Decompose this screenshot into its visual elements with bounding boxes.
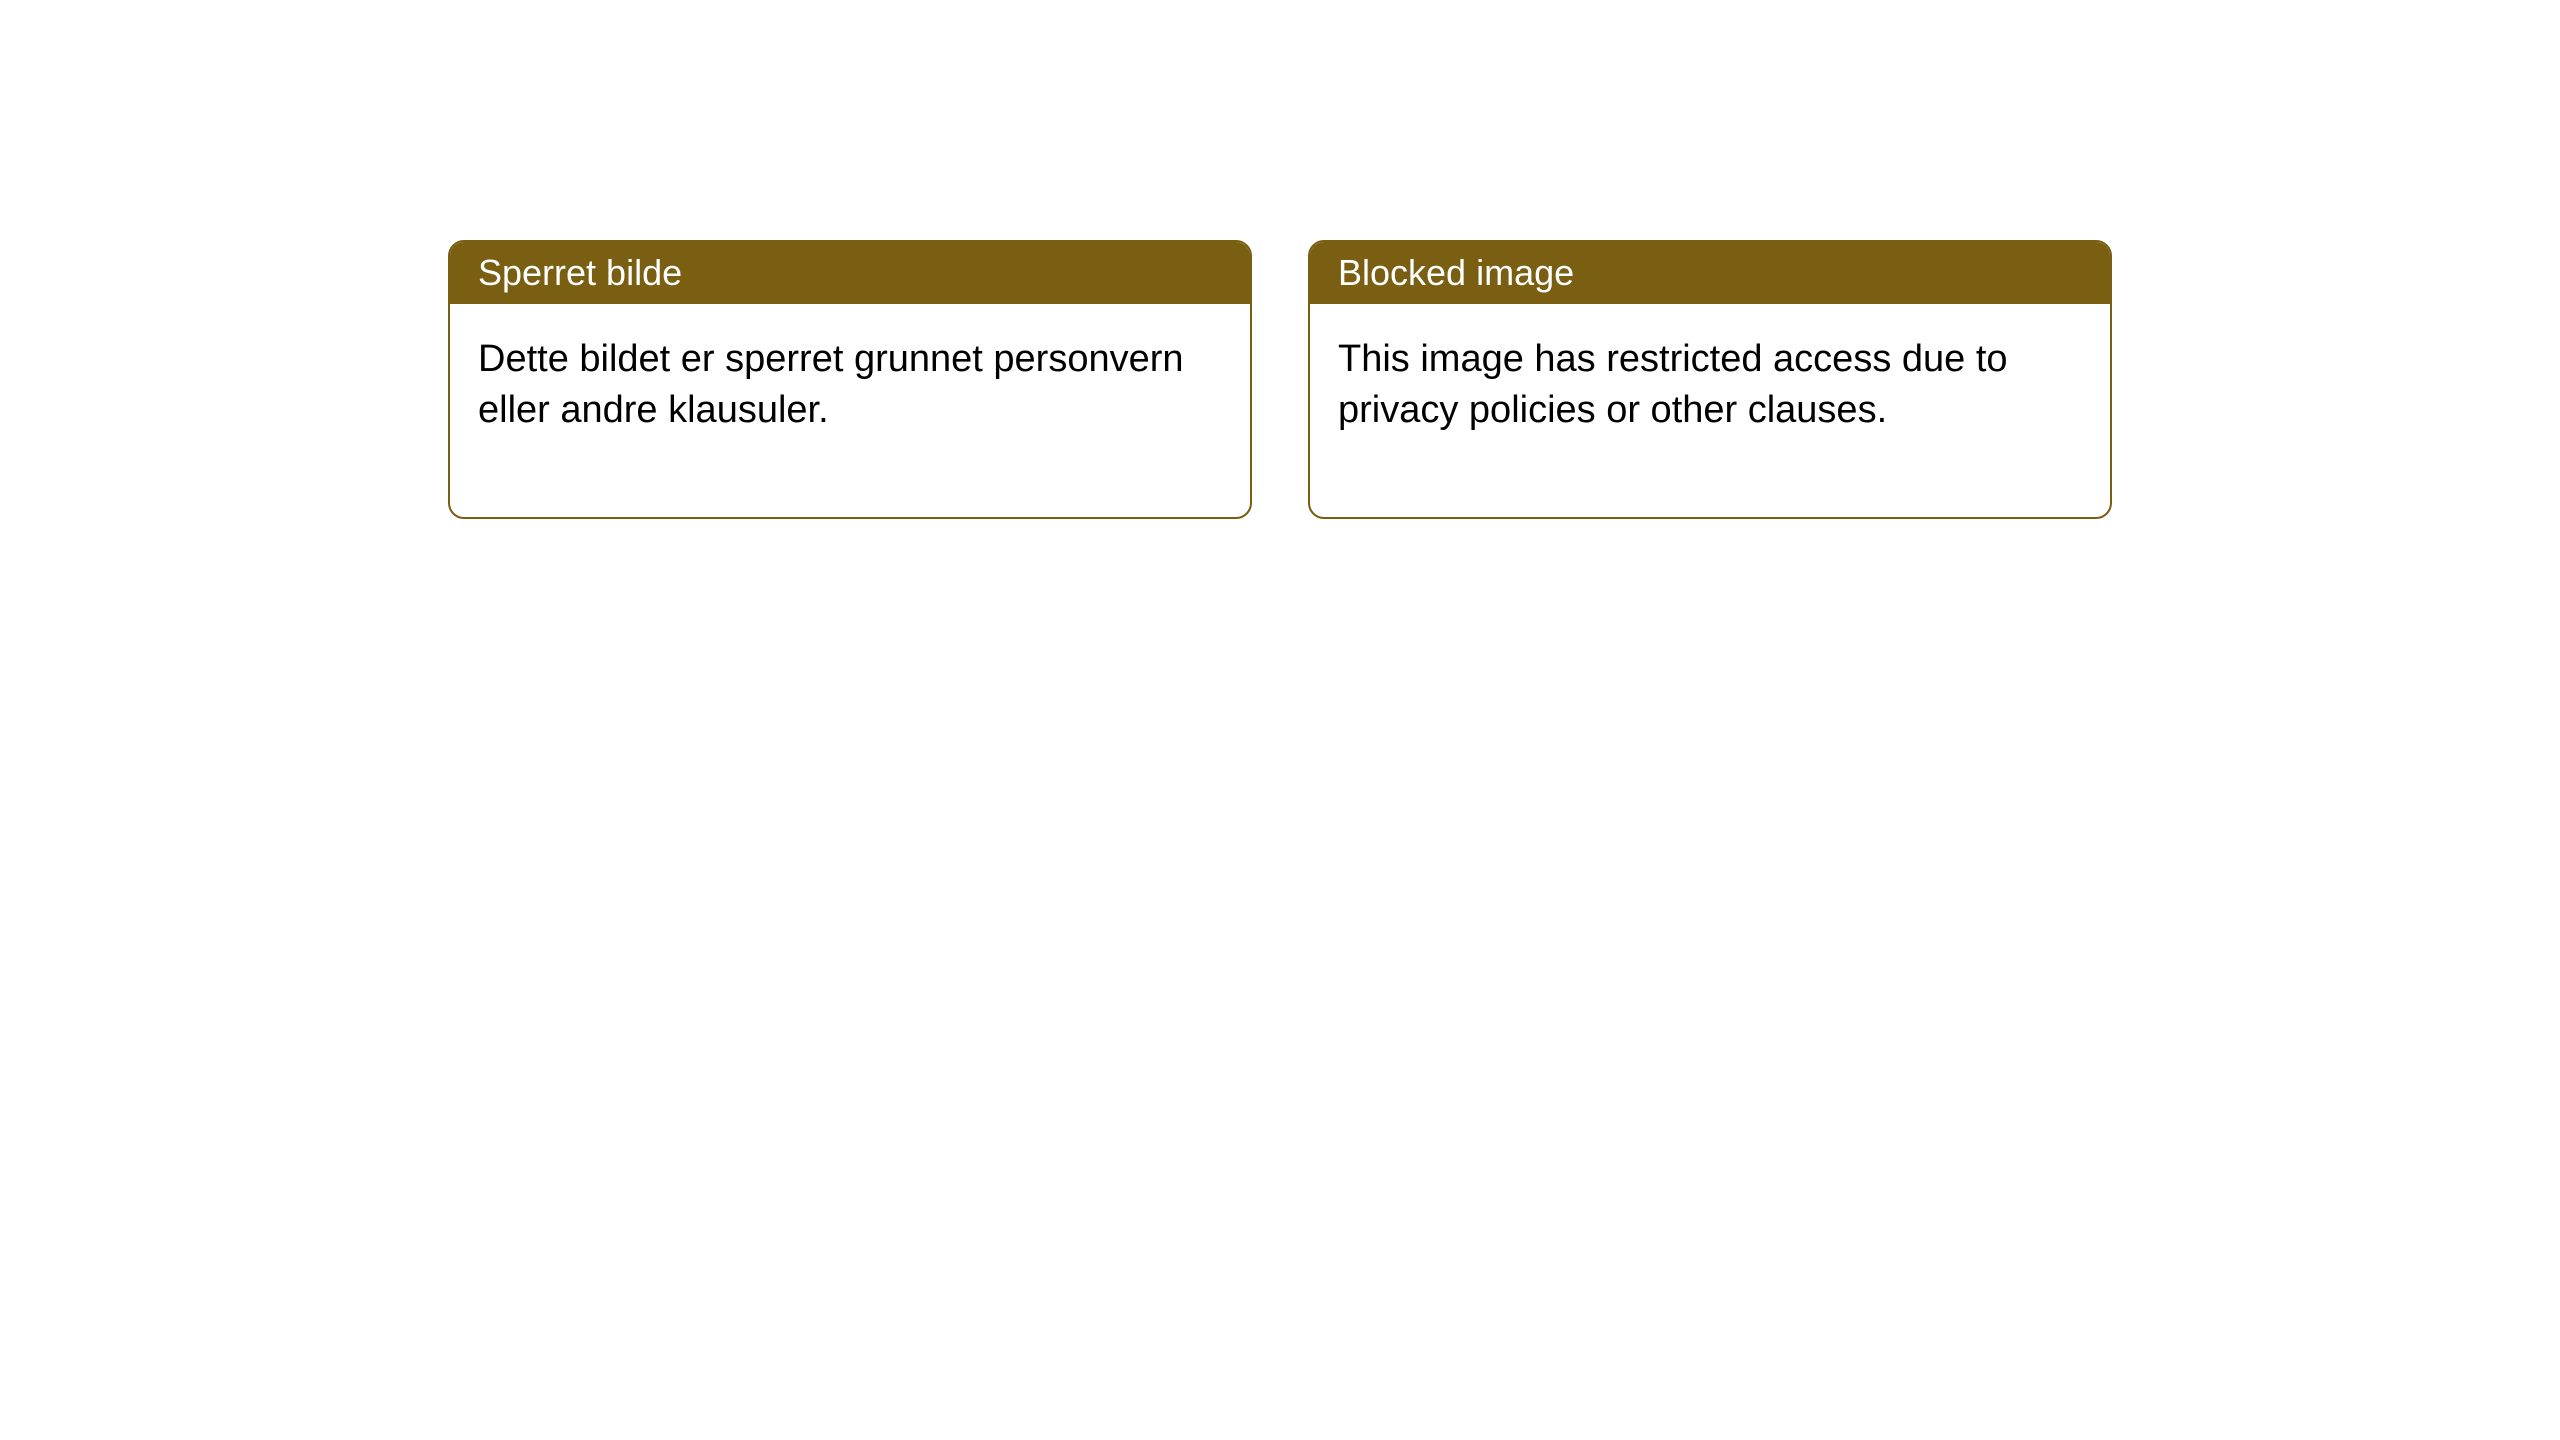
card-header: Blocked image (1310, 242, 2110, 304)
card-body: Dette bildet er sperret grunnet personve… (450, 304, 1250, 517)
notice-card-norwegian: Sperret bilde Dette bildet er sperret gr… (448, 240, 1252, 519)
card-body: This image has restricted access due to … (1310, 304, 2110, 517)
card-title: Sperret bilde (478, 252, 682, 293)
notice-card-english: Blocked image This image has restricted … (1308, 240, 2112, 519)
card-header: Sperret bilde (450, 242, 1250, 304)
card-body-text: This image has restricted access due to … (1338, 338, 2008, 431)
card-body-text: Dette bildet er sperret grunnet personve… (478, 338, 1184, 431)
notice-cards-container: Sperret bilde Dette bildet er sperret gr… (448, 240, 2112, 519)
card-title: Blocked image (1338, 252, 1574, 293)
